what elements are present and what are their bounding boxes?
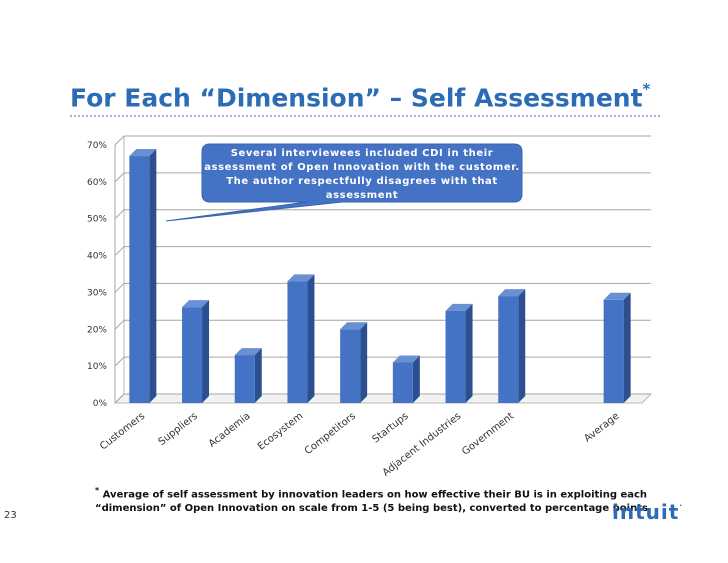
x-tick-label: Average (582, 411, 621, 445)
x-tick-label: Academia (207, 411, 253, 450)
bar (129, 156, 150, 403)
callout-text: Several interviewees included CDI in the… (204, 148, 520, 201)
bar-side (149, 149, 157, 403)
bar-top (234, 348, 262, 356)
bar (287, 281, 308, 403)
x-tick-label: Competitors (303, 411, 358, 457)
gridline (114, 319, 651, 330)
gridline (114, 393, 651, 404)
bar-top (498, 289, 526, 297)
bar (234, 355, 255, 403)
y-tick-label: 40% (87, 252, 107, 262)
slide-title: For Each “Dimension” – Self Assessment* (70, 80, 651, 113)
y-tick-label: 10% (87, 362, 107, 372)
y-tick-label: 50% (87, 215, 107, 225)
x-tick-label: Customers (98, 411, 147, 453)
bar-side (465, 303, 473, 403)
bar-side (254, 348, 262, 403)
title-divider (70, 115, 660, 117)
callout-bubble (165, 143, 523, 222)
bar (392, 362, 413, 403)
gridline (114, 282, 651, 293)
y-tick-label: 60% (87, 178, 107, 188)
y-tick-label: 0% (93, 399, 108, 409)
x-tick-label: Ecosystem (256, 411, 305, 453)
footnote-text: Average of self assessment by innovation… (95, 489, 652, 515)
bar-top (603, 292, 631, 300)
bar-top (340, 322, 368, 330)
bar-side (412, 355, 420, 403)
bar-top (392, 355, 420, 363)
gridline (114, 356, 651, 367)
x-tick-label: Suppliers (157, 411, 200, 448)
page-number: 23 (4, 510, 17, 521)
bar-side (307, 274, 315, 403)
bar-top (445, 303, 473, 311)
bar (182, 307, 203, 403)
x-tick-label: Startups (371, 411, 411, 446)
intuit-logo: intuit. (612, 500, 683, 524)
bar-top (182, 300, 210, 308)
bar (445, 310, 466, 403)
bar-side (518, 289, 526, 403)
gridline (114, 135, 651, 146)
y-tick-label: 70% (87, 141, 107, 151)
x-tick-label: Government (460, 411, 516, 458)
gridline (114, 209, 651, 220)
bar-side (623, 292, 631, 403)
y-tick-label: 20% (87, 325, 107, 335)
bar-side (360, 322, 368, 403)
bar (340, 329, 361, 403)
footnote-asterisk: * (95, 486, 100, 495)
y-tick-label: 30% (87, 288, 107, 298)
bar-top (129, 149, 157, 157)
bar-side (202, 300, 210, 403)
bar (603, 299, 624, 403)
footnote: * Average of self assessment by innovati… (95, 484, 705, 516)
bar-top (287, 274, 315, 282)
gridline (114, 246, 651, 256)
bar (498, 296, 519, 403)
title-asterisk: * (642, 80, 651, 98)
